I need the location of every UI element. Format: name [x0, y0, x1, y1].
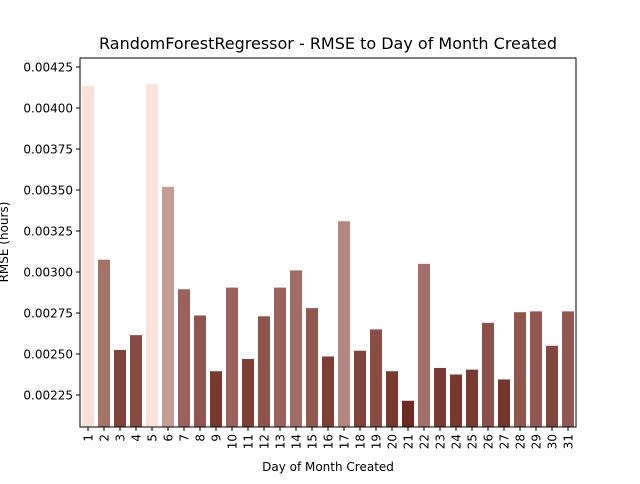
bar-day-30 [546, 345, 558, 427]
x-tick-label: 17 [338, 434, 352, 449]
bar-day-18 [354, 350, 366, 427]
bar-day-21 [402, 400, 414, 427]
bar-day-1 [82, 85, 94, 427]
bar-day-12 [258, 316, 270, 427]
x-tick-label: 2 [98, 434, 112, 442]
x-tick-label: 31 [562, 434, 576, 449]
x-tick-label: 13 [274, 434, 288, 449]
x-tick-label: 24 [450, 434, 464, 449]
y-axis-ticks: 0.00225 0.00250 0.00275 0.00300 0.00325 0.003… [23, 61, 80, 403]
bar-day-15 [306, 308, 318, 427]
x-tick-label: 28 [514, 434, 528, 449]
bars-group [82, 84, 574, 428]
x-tick-label: 26 [482, 434, 496, 449]
x-tick-label: 16 [322, 434, 336, 449]
x-tick-label: 30 [546, 434, 560, 449]
bar-day-26 [482, 322, 494, 427]
x-tick-label: 29 [530, 434, 544, 449]
x-axis-ticks: 1 2 3 4 5 6 7 8 9 10 11 12 13 14 15 16 17 18 19 20 21 22 23 24 2… [82, 427, 576, 449]
x-axis-label: Day of Month Created [262, 460, 394, 474]
bar-day-31 [562, 311, 574, 427]
x-tick-label: 19 [370, 434, 384, 449]
x-tick-label: 14 [290, 434, 304, 449]
y-tick-label: 0.00275 [23, 307, 73, 321]
bar-day-11 [242, 358, 254, 427]
bar-day-23 [434, 367, 446, 427]
x-tick-label: 15 [306, 434, 320, 449]
bar-day-24 [450, 374, 462, 427]
bar-day-20 [386, 371, 398, 427]
bar-day-2 [98, 259, 110, 427]
y-axis-label: RMSE (hours) [0, 202, 11, 283]
x-tick-label: 18 [354, 434, 368, 449]
x-tick-label: 7 [178, 434, 192, 442]
x-tick-label: 4 [130, 434, 144, 442]
y-tick-label: 0.00400 [23, 102, 73, 116]
bar-day-5 [146, 84, 158, 428]
bar-day-7 [178, 289, 190, 427]
x-tick-label: 22 [418, 434, 432, 449]
x-tick-label: 9 [210, 434, 224, 442]
x-tick-label: 5 [146, 434, 160, 442]
bar-day-9 [210, 371, 222, 427]
bar-day-3 [114, 349, 126, 427]
x-tick-label: 10 [226, 434, 240, 449]
bar-day-22 [418, 263, 430, 427]
bar-day-8 [194, 315, 206, 427]
x-tick-label: 27 [498, 434, 512, 449]
x-tick-label: 23 [434, 434, 448, 449]
y-tick-label: 0.00300 [23, 266, 73, 280]
bar-day-4 [130, 335, 142, 427]
bar-day-10 [226, 287, 238, 427]
x-tick-label: 21 [402, 434, 416, 449]
bar-day-28 [514, 312, 526, 427]
x-tick-label: 20 [386, 434, 400, 449]
bar-day-17 [338, 221, 350, 427]
y-tick-label: 0.00350 [23, 184, 73, 198]
y-tick-label: 0.00425 [23, 61, 73, 75]
bar-day-6 [162, 186, 174, 427]
bar-day-29 [530, 311, 542, 427]
bar-day-27 [498, 379, 510, 427]
y-tick-label: 0.00325 [23, 225, 73, 239]
bar-day-16 [322, 356, 334, 427]
x-tick-label: 1 [82, 434, 96, 442]
bar-day-14 [290, 270, 302, 427]
bar-day-25 [466, 369, 478, 427]
x-tick-label: 25 [466, 434, 480, 449]
y-tick-label: 0.00225 [23, 389, 73, 403]
x-tick-label: 8 [194, 434, 208, 442]
bar-day-19 [370, 329, 382, 427]
y-tick-label: 0.00375 [23, 143, 73, 157]
x-tick-label: 3 [114, 434, 128, 442]
bar-day-13 [274, 287, 286, 427]
x-tick-label: 12 [258, 434, 272, 449]
plot-frame [79, 57, 577, 428]
x-tick-label: 11 [242, 434, 256, 449]
y-tick-label: 0.00250 [23, 348, 73, 362]
x-tick-label: 6 [162, 434, 176, 442]
chart-title: RandomForestRegressor - RMSE to Day of M… [99, 34, 557, 53]
